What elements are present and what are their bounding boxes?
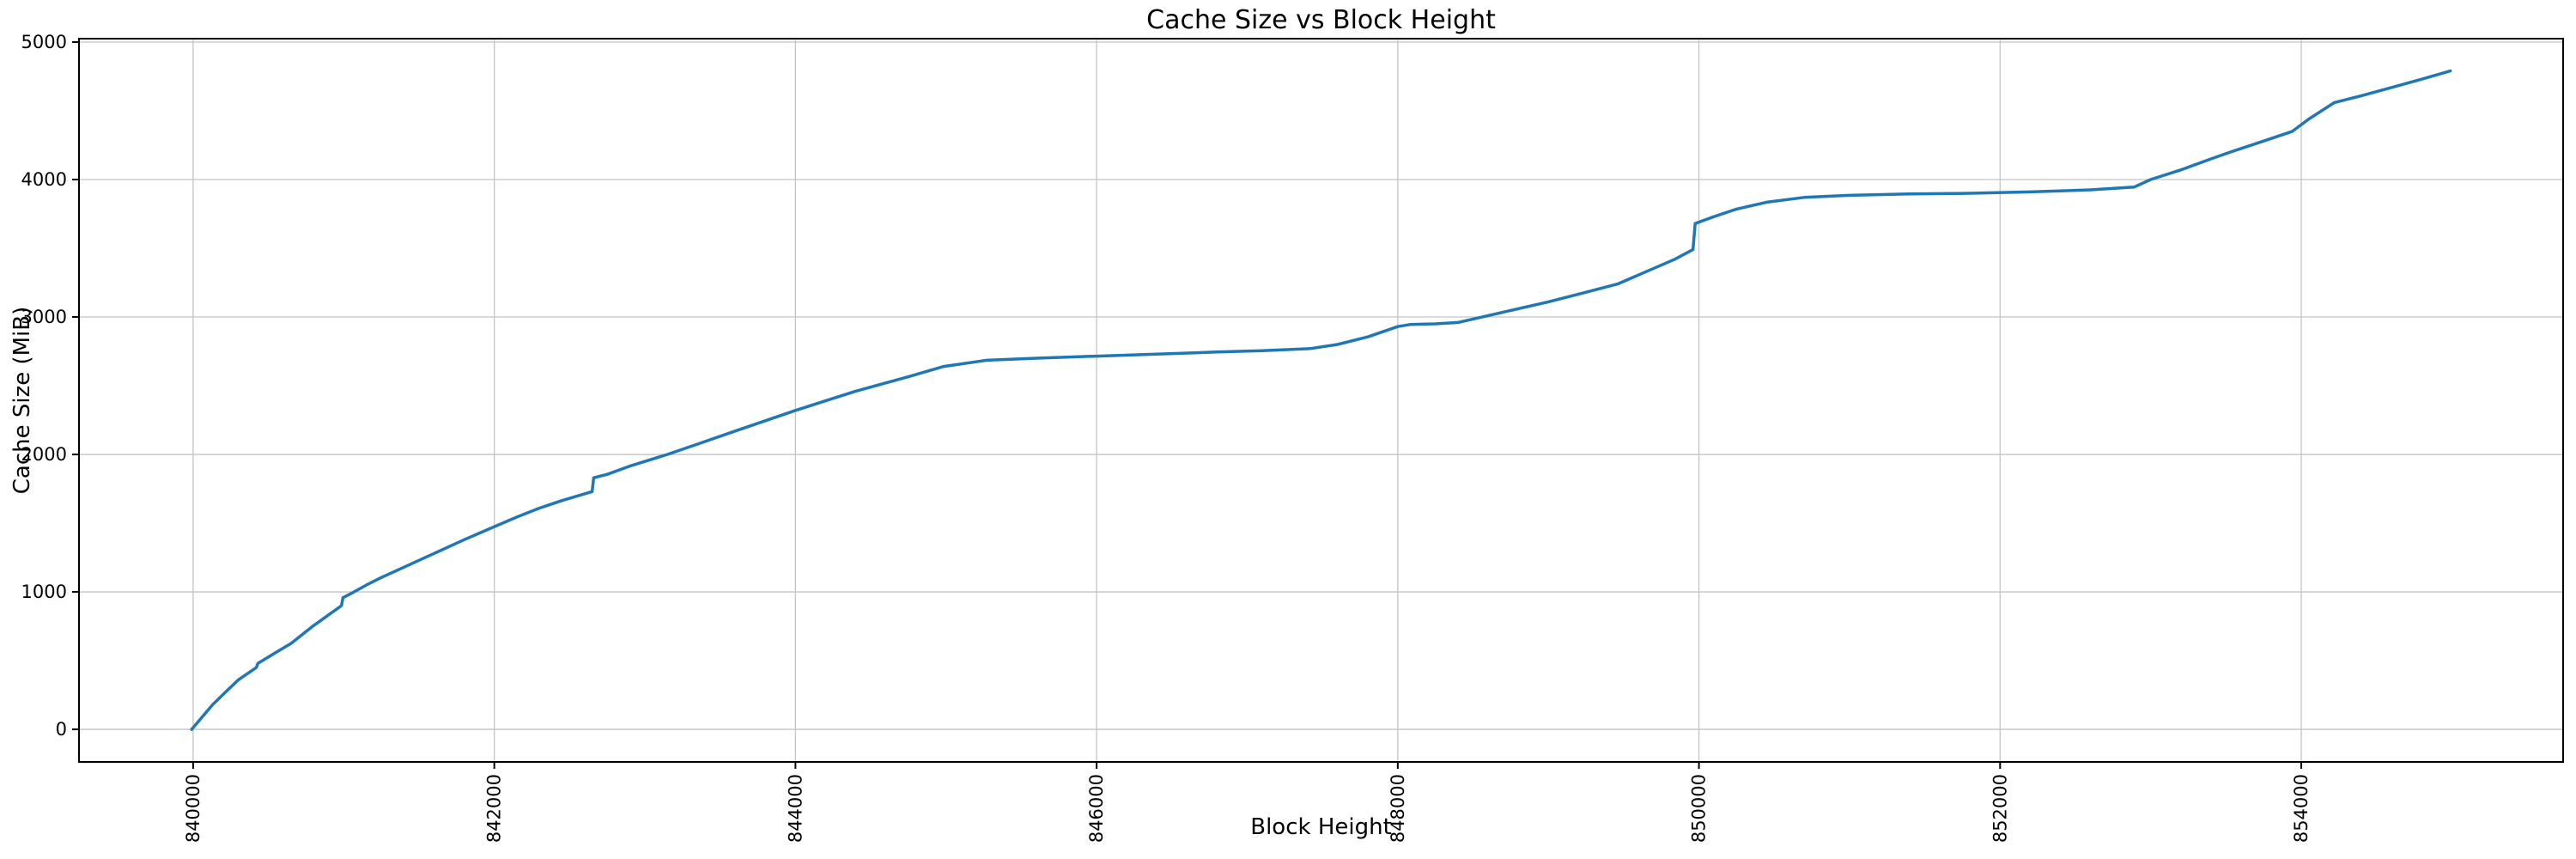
x-tick-label: 846000 xyxy=(1086,774,1107,843)
y-tick-label: 5000 xyxy=(21,32,67,52)
x-tick-label: 842000 xyxy=(484,774,505,843)
x-tick-label: 848000 xyxy=(1388,774,1408,843)
y-tick-label: 4000 xyxy=(21,169,67,190)
x-tick-label: 850000 xyxy=(1689,774,1710,843)
plot-border xyxy=(78,38,2564,763)
x-tick-label: 852000 xyxy=(1990,774,2010,843)
y-tick-label: 2000 xyxy=(21,444,67,465)
y-tick-label: 1000 xyxy=(21,582,67,602)
y-tick-label: 3000 xyxy=(21,307,67,327)
series-cache-size-line xyxy=(190,69,2452,731)
y-tick-label: 0 xyxy=(56,719,67,740)
x-tick-label: 844000 xyxy=(785,774,805,843)
x-tick-label: 840000 xyxy=(183,774,204,843)
x-tick-label: 854000 xyxy=(2291,774,2312,843)
chart-title: Cache Size vs Block Height xyxy=(1146,5,1496,35)
y-axis-label: Cache Size (MiB) xyxy=(9,306,35,495)
x-axis-label: Block Height xyxy=(1250,814,1392,840)
